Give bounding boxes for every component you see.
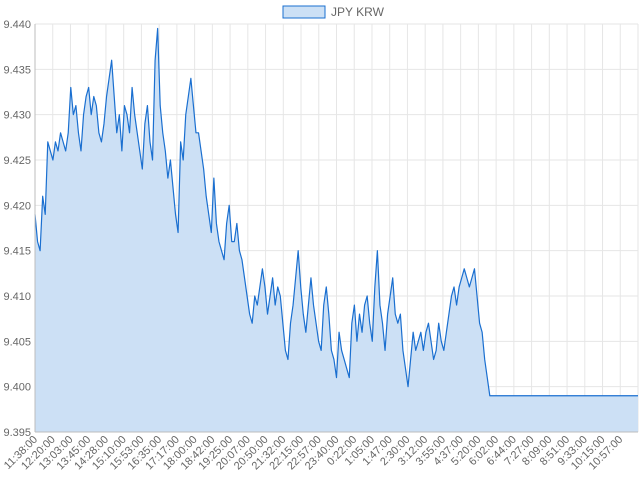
y-tick-label: 9.430 [3,110,31,122]
y-tick-label: 9.405 [3,336,31,348]
y-tick-label: 9.395 [3,427,31,439]
axes [34,24,638,433]
series-line [34,27,638,397]
y-tick-label: 9.400 [3,382,31,394]
x-tick-labels: 11:38:0012:20:0013:03:0013:45:0014:28:00… [2,434,625,473]
y-tick-label: 9.415 [3,246,31,258]
y-tick-label: 9.440 [3,19,31,31]
legend-swatch[interactable] [282,5,326,19]
y-tick-label: 9.425 [3,155,31,167]
legend-label[interactable]: JPY KRW [331,5,385,19]
series-area-layer [34,27,638,433]
series-area-fill [35,28,638,433]
y-tick-labels: 9.440 9.435 9.430 9.425 9.420 9.415 9.410 9.405… [3,19,31,439]
y-tick-label: 9.420 [3,200,31,212]
legend[interactable]: JPY KRW [282,5,385,19]
y-tick-label: 9.410 [3,291,31,303]
y-tick-label: 9.435 [3,64,31,76]
